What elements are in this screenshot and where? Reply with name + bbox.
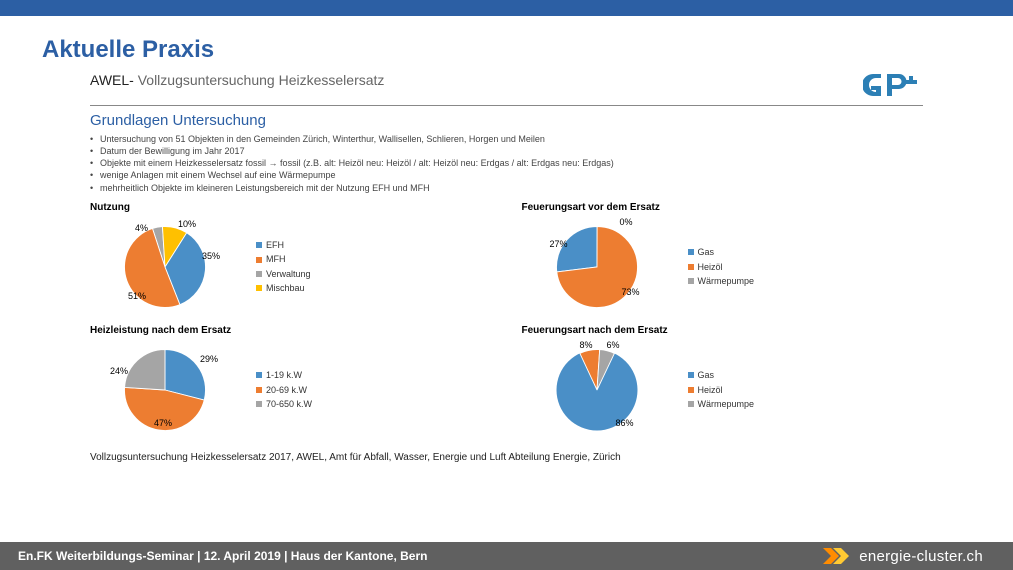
legend-heizleistung: 1-19 k.W 20-69 k.W 70-650 k.W xyxy=(256,368,312,411)
pct-label: 0% xyxy=(620,217,633,227)
bullet-item: wenige Anlagen mit einem Wechsel auf ein… xyxy=(90,169,923,181)
sub-title-row: AWEL- Vollzugsuntersuchung Heizkesselers… xyxy=(90,72,923,106)
charts-grid: Nutzung 35% 51% 4% 10% EFH MFH Verwaltun… xyxy=(90,202,923,440)
chart-vor: Feuerungsart vor dem Ersatz 0% 27% 73% G… xyxy=(522,202,924,317)
legend-item: Gas xyxy=(688,245,755,259)
legend-item: Wärmepumpe xyxy=(688,274,755,288)
legend-item: Heizöl xyxy=(688,260,755,274)
chart-title: Feuerungsart nach dem Ersatz xyxy=(522,325,924,336)
chart-title: Nutzung xyxy=(90,202,492,213)
top-bar xyxy=(0,0,1013,16)
pct-label: 4% xyxy=(135,223,148,233)
chart-title: Feuerungsart vor dem Ersatz xyxy=(522,202,924,213)
pct-label: 29% xyxy=(200,354,218,364)
pct-label: 86% xyxy=(616,418,634,428)
legend-item: MFH xyxy=(256,252,311,266)
chevrons-icon xyxy=(823,548,851,564)
sub-title-rest: Vollzugsuntersuchung Heizkesselersatz xyxy=(138,72,385,88)
footer-brand: energie-cluster.ch xyxy=(859,548,983,565)
bullet-list: Untersuchung von 51 Objekten in den Geme… xyxy=(90,133,923,194)
footer-text: En.FK Weiterbildungs-Seminar | 12. April… xyxy=(18,549,427,563)
legend-nach: Gas Heizöl Wärmepumpe xyxy=(688,368,755,411)
legend-item: Wärmepumpe xyxy=(688,397,755,411)
caption: Vollzugsuntersuchung Heizkesselersatz 20… xyxy=(0,440,1013,463)
footer: En.FK Weiterbildungs-Seminar | 12. April… xyxy=(0,542,1013,570)
legend-item: Heizöl xyxy=(688,383,755,397)
chart-nutzung: Nutzung 35% 51% 4% 10% EFH MFH Verwaltun… xyxy=(90,202,492,317)
pct-label: 27% xyxy=(550,239,568,249)
pct-label: 35% xyxy=(202,251,220,261)
pie-nach: 8% 6% 86% xyxy=(522,340,672,440)
pct-label: 6% xyxy=(607,340,620,350)
legend-item: Mischbau xyxy=(256,281,311,295)
gp-logo xyxy=(863,72,919,103)
pct-label: 10% xyxy=(178,219,196,229)
bullet-item: Datum der Bewilligung im Jahr 2017 xyxy=(90,145,923,157)
sub-title: AWEL- Vollzugsuntersuchung Heizkesselers… xyxy=(90,72,384,88)
sub-title-prefix: AWEL- xyxy=(90,72,134,88)
legend-item: Gas xyxy=(688,368,755,382)
legend-nutzung: EFH MFH Verwaltung Mischbau xyxy=(256,238,311,296)
content-area: AWEL- Vollzugsuntersuchung Heizkesselers… xyxy=(0,72,1013,440)
pct-label: 8% xyxy=(580,340,593,350)
chart-nach: Feuerungsart nach dem Ersatz 8% 6% 86% G… xyxy=(522,325,924,440)
chart-title: Heizleistung nach dem Ersatz xyxy=(90,325,492,336)
legend-item: 20-69 k.W xyxy=(256,383,312,397)
bullet-item: Objekte mit einem Heizkesselersatz fossi… xyxy=(90,157,923,169)
legend-item: 1-19 k.W xyxy=(256,368,312,382)
pie-vor: 0% 27% 73% xyxy=(522,217,672,317)
footer-logo: energie-cluster.ch xyxy=(823,548,983,565)
pie-heizleistung: 29% 47% 24% xyxy=(90,340,240,440)
pie-nutzung: 35% 51% 4% 10% xyxy=(90,217,240,317)
legend-item: 70-650 k.W xyxy=(256,397,312,411)
chart-heizleistung: Heizleistung nach dem Ersatz 29% 47% 24%… xyxy=(90,325,492,440)
bullet-item: Untersuchung von 51 Objekten in den Geme… xyxy=(90,133,923,145)
legend-vor: Gas Heizöl Wärmepumpe xyxy=(688,245,755,288)
legend-item: EFH xyxy=(256,238,311,252)
pct-label: 73% xyxy=(622,287,640,297)
legend-item: Verwaltung xyxy=(256,267,311,281)
pct-label: 51% xyxy=(128,291,146,301)
pct-label: 47% xyxy=(154,418,172,428)
pct-label: 24% xyxy=(110,366,128,376)
bullet-item: mehrheitlich Objekte im kleineren Leistu… xyxy=(90,182,923,194)
page-title: Aktuelle Praxis xyxy=(0,16,1013,72)
section-header: Grundlagen Untersuchung xyxy=(90,112,923,129)
